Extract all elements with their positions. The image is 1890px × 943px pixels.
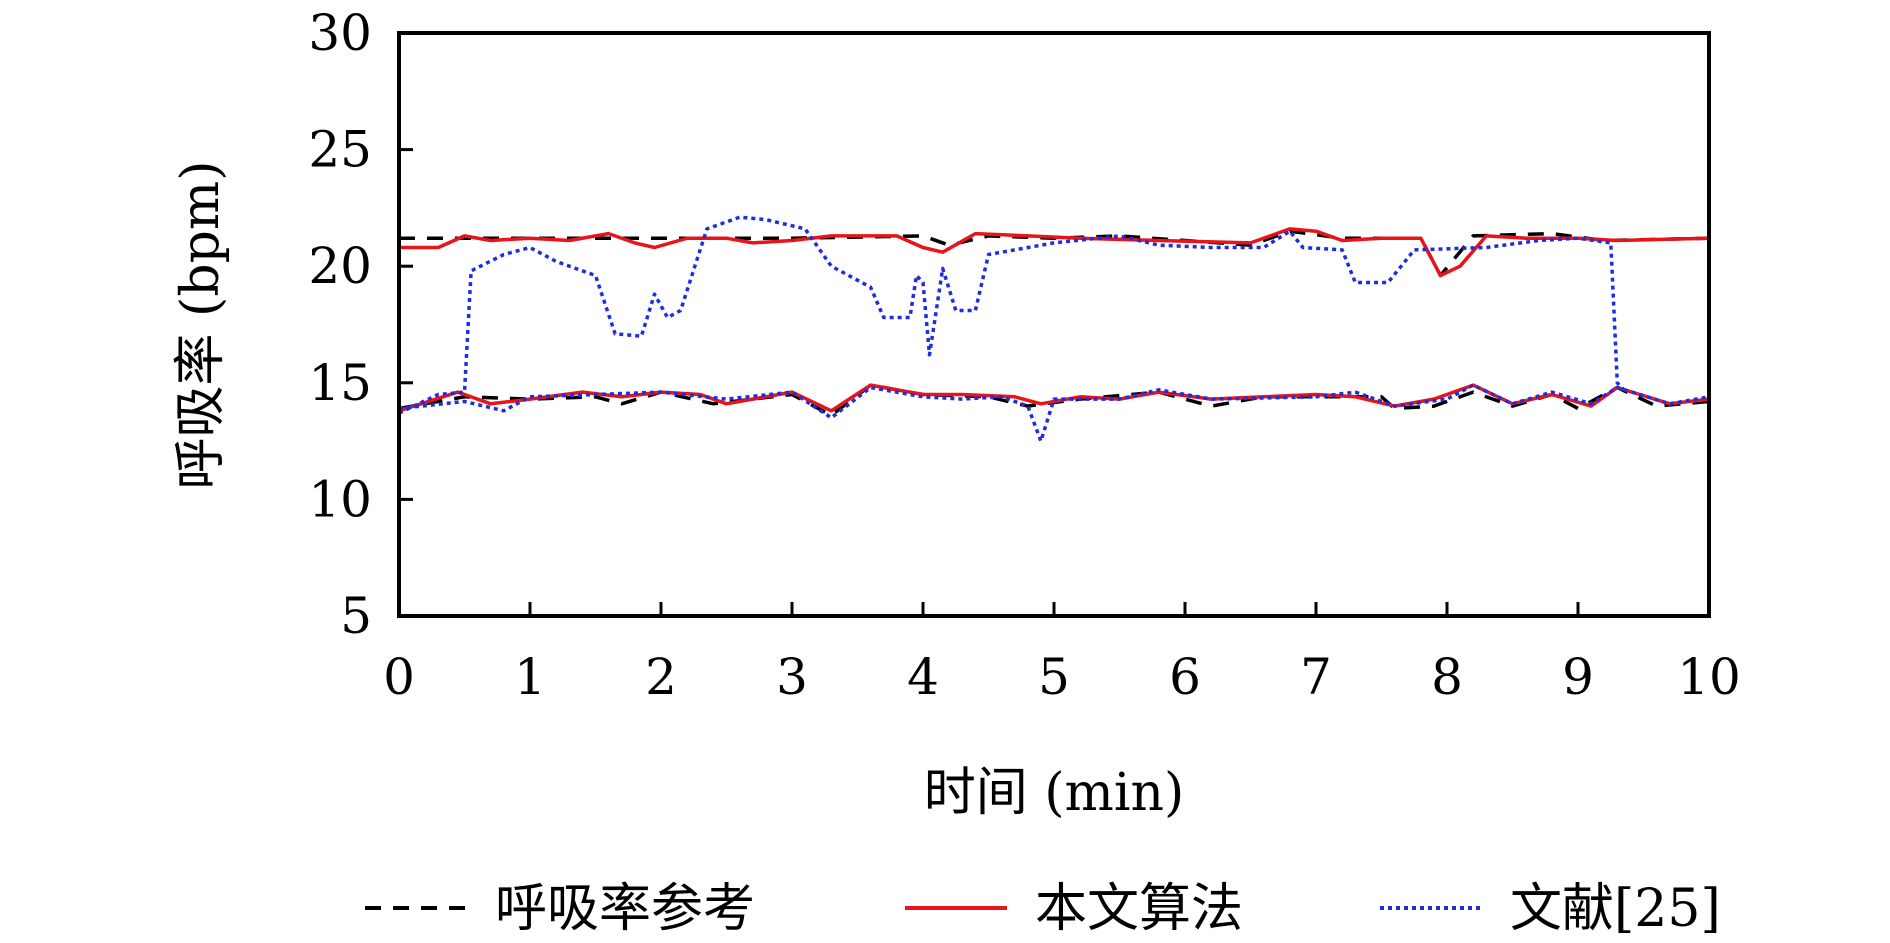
legend-label-1: 呼吸率参考	[495, 879, 755, 939]
x-tick-label: 9	[1562, 648, 1594, 706]
ticks-layer: 0 1 2 3 4 5 6 7 8 9 10 5 10 15 20 25 30	[308, 4, 1740, 706]
y-axis-label: 呼吸率 (bpm)	[171, 161, 231, 490]
x-tick-label: 10	[1677, 648, 1741, 706]
legend-label-3: 文献[25]	[1510, 879, 1721, 939]
x-tick-label: 3	[776, 648, 808, 706]
x-tick-label: 5	[1038, 648, 1070, 706]
x-tick-label: 2	[645, 648, 677, 706]
series-line-2-1	[399, 227, 1710, 278]
series-layer	[398, 215, 1710, 443]
y-tick-label: 20	[308, 237, 372, 295]
y-tick-label: 5	[340, 587, 372, 645]
x-tick-label: 0	[383, 648, 415, 706]
y-tick-label: 30	[308, 4, 372, 62]
series-line-3-1	[398, 215, 1626, 415]
x-tick-label: 4	[907, 648, 939, 706]
x-axis-label: 时间 (min)	[924, 763, 1185, 823]
series-line-3-2	[398, 383, 1710, 443]
x-tick-label: 8	[1431, 648, 1463, 706]
y-tick-label: 15	[308, 354, 372, 412]
y-tick-label: 25	[308, 121, 372, 179]
legend: 呼吸率参考 本文算法 文献[25]	[365, 879, 1721, 939]
x-tick-label: 1	[514, 648, 546, 706]
legend-label-2: 本文算法	[1035, 879, 1243, 939]
y-tick-label: 10	[308, 470, 372, 528]
x-tick-label: 7	[1300, 648, 1332, 706]
x-tick-label: 6	[1169, 648, 1201, 706]
plot-frame	[397, 31, 1711, 618]
